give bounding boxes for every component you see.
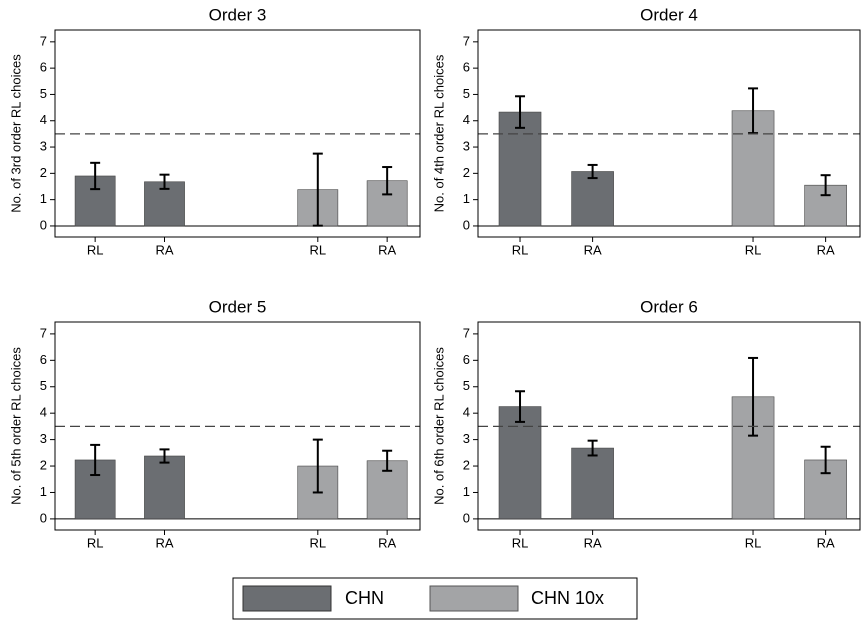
error-bar [587, 439, 598, 457]
y-tick-label: 0 [463, 217, 470, 232]
error-bar [312, 438, 323, 494]
y-tick-label: 2 [463, 165, 470, 180]
error-bar [312, 152, 323, 227]
error-bar [90, 161, 101, 191]
y-axis-label: No. of 4th order RL choices [431, 54, 446, 212]
error-bar [515, 95, 526, 129]
y-tick-label: 5 [463, 378, 470, 393]
error-bar [515, 390, 526, 423]
panel-title: Order 4 [640, 5, 698, 24]
error-bar [820, 174, 831, 197]
error-bar [587, 163, 598, 180]
panel-title: Order 3 [209, 5, 267, 24]
x-tick-label: RA [378, 242, 396, 257]
y-tick-label: 3 [463, 138, 470, 153]
bar [571, 171, 614, 227]
error-bar [748, 87, 759, 135]
y-tick-label: 2 [40, 165, 47, 180]
y-tick-label: 0 [40, 217, 47, 232]
x-tick-label: RA [817, 242, 835, 257]
x-tick-label: RA [817, 535, 835, 550]
y-tick-label: 5 [463, 86, 470, 101]
y-tick-label: 4 [40, 405, 47, 420]
x-tick-label: RL [745, 242, 762, 257]
y-tick-label: 5 [40, 378, 47, 393]
bar [498, 406, 542, 520]
y-tick-label: 5 [40, 86, 47, 101]
y-tick-label: 6 [463, 60, 470, 75]
bar [571, 447, 614, 520]
y-tick-label: 7 [40, 325, 47, 340]
x-tick-label: RL [309, 535, 326, 550]
panel-title: Order 6 [640, 297, 698, 316]
y-tick-label: 3 [40, 138, 47, 153]
y-tick-label: 0 [40, 510, 47, 525]
error-bar [820, 445, 831, 475]
x-tick-label: RL [512, 535, 529, 550]
x-tick-label: RA [155, 535, 173, 550]
x-tick-label: RL [512, 242, 529, 257]
bar [498, 111, 542, 227]
y-tick-label: 2 [463, 457, 470, 472]
bar [144, 455, 185, 520]
y-tick-label: 3 [40, 431, 47, 446]
y-axis-label: No. of 5th order RL choices [8, 347, 23, 505]
y-tick-label: 1 [463, 484, 470, 499]
y-axis-label: No. of 6th order RL choices [431, 347, 446, 505]
y-tick-label: 0 [463, 510, 470, 525]
y-tick-label: 2 [40, 457, 47, 472]
error-bar [159, 448, 170, 464]
y-tick-label: 6 [40, 352, 47, 367]
panel-title: Order 5 [209, 297, 267, 316]
plot-frame [54, 29, 421, 238]
legend-label: CHN [345, 588, 384, 608]
y-tick-label: 4 [463, 405, 470, 420]
legend-label: CHN 10x [531, 588, 604, 608]
y-tick-label: 4 [463, 112, 470, 127]
y-tick-label: 7 [463, 325, 470, 340]
y-axis-label: No. of 3rd order RL choices [8, 54, 23, 213]
error-bar [382, 166, 393, 196]
plot-frame [477, 29, 861, 238]
y-tick-label: 6 [40, 60, 47, 75]
x-tick-label: RA [155, 242, 173, 257]
y-tick-label: 1 [40, 191, 47, 206]
y-tick-label: 1 [463, 191, 470, 206]
x-tick-label: RL [745, 535, 762, 550]
y-tick-label: 4 [40, 112, 47, 127]
error-bar [159, 173, 170, 190]
error-bar [382, 449, 393, 472]
legend-swatch [242, 585, 332, 612]
error-bar [90, 443, 101, 477]
y-tick-label: 7 [40, 33, 47, 48]
x-tick-label: RL [87, 242, 104, 257]
y-tick-label: 1 [40, 484, 47, 499]
x-tick-label: RL [87, 535, 104, 550]
y-tick-label: 6 [463, 352, 470, 367]
x-tick-label: RL [309, 242, 326, 257]
error-bar [748, 356, 759, 437]
x-tick-label: RA [378, 535, 396, 550]
legend-swatch [429, 585, 519, 612]
plot-frame [477, 321, 861, 531]
y-tick-label: 7 [463, 33, 470, 48]
plot-frame [54, 321, 421, 531]
x-tick-label: RA [584, 242, 602, 257]
y-tick-label: 3 [463, 431, 470, 446]
x-tick-label: RA [584, 535, 602, 550]
